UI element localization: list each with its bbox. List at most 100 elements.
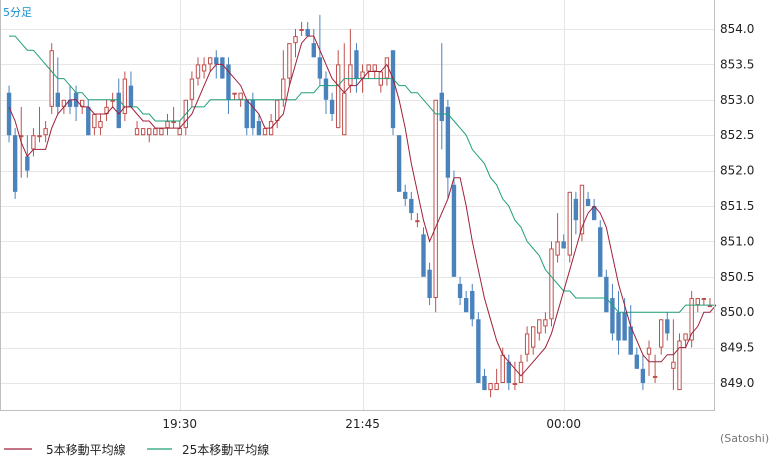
candle-body-1 bbox=[12, 135, 18, 192]
y-tick-label-0: 849.0 bbox=[720, 376, 754, 390]
candle-body-48 bbox=[299, 29, 304, 31]
candle-body-86 bbox=[531, 326, 536, 348]
candle-body-106 bbox=[652, 375, 658, 378]
timeframe-label: 5分足 bbox=[3, 6, 32, 19]
candle-body-14 bbox=[92, 113, 97, 129]
candle-body-5 bbox=[37, 135, 42, 138]
candle-body-110 bbox=[677, 340, 682, 391]
candle-body-40 bbox=[250, 99, 256, 129]
candle-body-37 bbox=[232, 92, 237, 95]
credit-text: (Satoshi) bbox=[720, 432, 769, 445]
candle-body-94 bbox=[579, 184, 585, 235]
candle-body-28 bbox=[177, 128, 182, 136]
candle-body-76 bbox=[470, 290, 475, 320]
candle-body-27 bbox=[171, 121, 176, 124]
candle-body-59 bbox=[366, 64, 371, 72]
candle-body-111 bbox=[683, 333, 688, 341]
y-tick-label-1: 849.5 bbox=[720, 341, 754, 355]
candle-body-51 bbox=[317, 57, 323, 79]
y-axis-ticks: 849.0 849.5 850.0 850.5 851.0 851.5 852.0 852.5… bbox=[720, 22, 754, 390]
candle-body-82 bbox=[506, 361, 512, 383]
candle-body-31 bbox=[195, 64, 201, 79]
candle-body-71 bbox=[439, 92, 444, 122]
candle-body-67 bbox=[415, 220, 420, 223]
candle-body-64 bbox=[396, 135, 402, 192]
candle-body-57 bbox=[354, 50, 359, 79]
y-tick-label-9: 853.5 bbox=[720, 57, 754, 71]
candle-body-99 bbox=[610, 298, 615, 334]
candle-body-26 bbox=[165, 121, 170, 129]
candle-body-75 bbox=[463, 298, 469, 313]
candle-body-96 bbox=[591, 206, 597, 221]
candle-body-33 bbox=[207, 57, 213, 65]
candle-body-108 bbox=[665, 319, 670, 334]
candle-body-3 bbox=[25, 156, 30, 171]
candle-body-83 bbox=[512, 383, 518, 385]
candle-body-4 bbox=[31, 135, 36, 150]
candle-body-78 bbox=[482, 375, 487, 391]
legend: 5本移動平均線 25本移動平均線 bbox=[4, 442, 269, 457]
candle-body-104 bbox=[640, 368, 646, 383]
candle-body-95 bbox=[585, 198, 591, 206]
candle-body-21 bbox=[134, 128, 140, 136]
candle-body-25 bbox=[159, 128, 164, 136]
candle-body-66 bbox=[409, 198, 414, 214]
candle-body-63 bbox=[390, 50, 396, 129]
candle-body-44 bbox=[275, 99, 280, 122]
candle-body-41 bbox=[256, 121, 262, 136]
ma5-line bbox=[8, 35, 717, 377]
candle-body-74 bbox=[457, 283, 463, 299]
candle-body-19 bbox=[122, 78, 128, 114]
candle-body-22 bbox=[140, 128, 146, 136]
candle-body-42 bbox=[262, 128, 268, 136]
candle-body-6 bbox=[43, 128, 48, 136]
candle-body-30 bbox=[189, 78, 195, 100]
candle-body-18 bbox=[116, 92, 121, 129]
candle-body-15 bbox=[98, 121, 103, 129]
y-tick-label-10: 854.0 bbox=[720, 22, 754, 36]
candle-body-79 bbox=[488, 383, 493, 391]
candle-body-85 bbox=[524, 333, 530, 355]
candle-body-87 bbox=[537, 319, 542, 334]
candle-body-49 bbox=[305, 29, 310, 37]
candle-body-92 bbox=[567, 191, 572, 256]
x-axis-ticks: 19:30 21:45 00:00 bbox=[162, 417, 581, 431]
x-tick-label-0: 19:30 bbox=[162, 417, 197, 431]
candle-body-73 bbox=[451, 184, 457, 277]
candle-body-102 bbox=[628, 326, 633, 355]
candle-body-114 bbox=[701, 298, 707, 301]
legend-ma25-label: 25本移動平均線 bbox=[182, 442, 269, 457]
y-tick-label-3: 850.5 bbox=[720, 270, 754, 284]
candle-body-88 bbox=[543, 319, 548, 327]
candle-body-70 bbox=[433, 99, 438, 299]
candle-body-72 bbox=[445, 106, 451, 178]
candle-body-55 bbox=[342, 92, 347, 136]
y-tick-label-7: 852.5 bbox=[720, 128, 754, 142]
y-tick-label-8: 853.0 bbox=[720, 93, 754, 107]
candle-body-35 bbox=[220, 57, 225, 79]
candle-body-53 bbox=[329, 99, 335, 114]
candle-body-103 bbox=[634, 354, 640, 369]
candle-body-56 bbox=[348, 64, 353, 86]
candle-body-39 bbox=[244, 99, 249, 129]
candle-body-8 bbox=[55, 92, 61, 107]
candle-body-100 bbox=[616, 312, 621, 341]
candle-body-80 bbox=[494, 383, 499, 391]
candle-body-98 bbox=[604, 276, 609, 313]
candle-body-23 bbox=[147, 128, 152, 136]
candle-body-115 bbox=[707, 305, 713, 308]
candle-body-97 bbox=[598, 227, 603, 277]
candle-body-17 bbox=[110, 99, 115, 102]
candle-body-90 bbox=[555, 241, 560, 256]
moving-averages bbox=[8, 35, 717, 377]
x-tick-label-1: 21:45 bbox=[345, 417, 380, 431]
candle-body-91 bbox=[561, 241, 566, 249]
candle-body-45 bbox=[281, 78, 286, 100]
candle-body-32 bbox=[201, 64, 207, 72]
legend-ma5-label: 5本移動平均線 bbox=[46, 442, 126, 457]
candle-body-60 bbox=[372, 64, 377, 72]
candle-body-65 bbox=[403, 191, 408, 199]
y-tick-label-6: 852.0 bbox=[720, 164, 754, 178]
